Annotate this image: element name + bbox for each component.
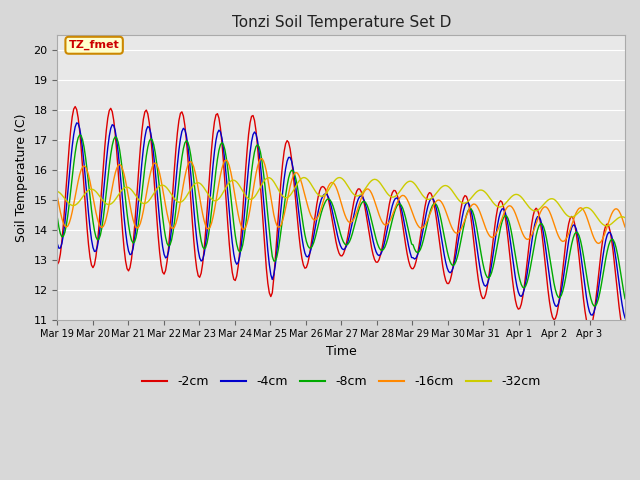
-8cm xyxy=(544,244,552,250)
-4cm xyxy=(544,263,552,269)
-2cm xyxy=(54,262,61,267)
-4cm xyxy=(74,120,82,126)
-32cm xyxy=(335,175,343,180)
-2cm xyxy=(92,253,100,259)
Line: -2cm: -2cm xyxy=(58,107,625,335)
-2cm xyxy=(621,332,629,337)
-8cm xyxy=(347,236,355,241)
-8cm xyxy=(76,132,83,138)
-16cm xyxy=(347,219,355,225)
-4cm xyxy=(347,227,355,233)
-32cm xyxy=(54,189,61,194)
-4cm xyxy=(621,315,629,321)
-32cm xyxy=(621,215,629,221)
-4cm xyxy=(460,208,467,214)
-32cm xyxy=(604,223,611,228)
-32cm xyxy=(460,200,467,206)
-16cm xyxy=(73,186,81,192)
-16cm xyxy=(620,219,627,225)
Text: TZ_fmet: TZ_fmet xyxy=(68,40,120,50)
Line: -32cm: -32cm xyxy=(58,178,625,226)
-16cm xyxy=(54,194,61,200)
-2cm xyxy=(71,104,79,109)
Title: Tonzi Soil Temperature Set D: Tonzi Soil Temperature Set D xyxy=(232,15,451,30)
-32cm xyxy=(620,214,627,220)
-8cm xyxy=(54,215,61,221)
-32cm xyxy=(347,188,355,193)
-4cm xyxy=(92,248,100,254)
-16cm xyxy=(544,206,552,212)
-2cm xyxy=(544,287,552,292)
Y-axis label: Soil Temperature (C): Soil Temperature (C) xyxy=(15,113,28,242)
Line: -8cm: -8cm xyxy=(58,135,625,306)
-32cm xyxy=(91,187,99,193)
-8cm xyxy=(620,288,627,294)
Line: -16cm: -16cm xyxy=(58,158,625,243)
-8cm xyxy=(460,225,467,230)
-16cm xyxy=(621,224,629,230)
-4cm xyxy=(54,241,61,247)
-32cm xyxy=(73,201,81,207)
Legend: -2cm, -4cm, -8cm, -16cm, -32cm: -2cm, -4cm, -8cm, -16cm, -32cm xyxy=(137,370,545,393)
-8cm xyxy=(92,234,100,240)
-2cm xyxy=(74,115,82,120)
-16cm xyxy=(258,156,266,161)
-8cm xyxy=(621,296,629,301)
-32cm xyxy=(544,197,552,203)
-2cm xyxy=(460,195,467,201)
-16cm xyxy=(595,240,602,246)
-16cm xyxy=(460,221,467,227)
-8cm xyxy=(591,303,599,309)
-8cm xyxy=(73,141,81,147)
X-axis label: Time: Time xyxy=(326,345,356,358)
-2cm xyxy=(347,216,355,221)
Line: -4cm: -4cm xyxy=(58,123,625,318)
-4cm xyxy=(618,301,626,307)
-16cm xyxy=(91,202,99,208)
-4cm xyxy=(73,120,81,126)
-2cm xyxy=(618,324,626,330)
